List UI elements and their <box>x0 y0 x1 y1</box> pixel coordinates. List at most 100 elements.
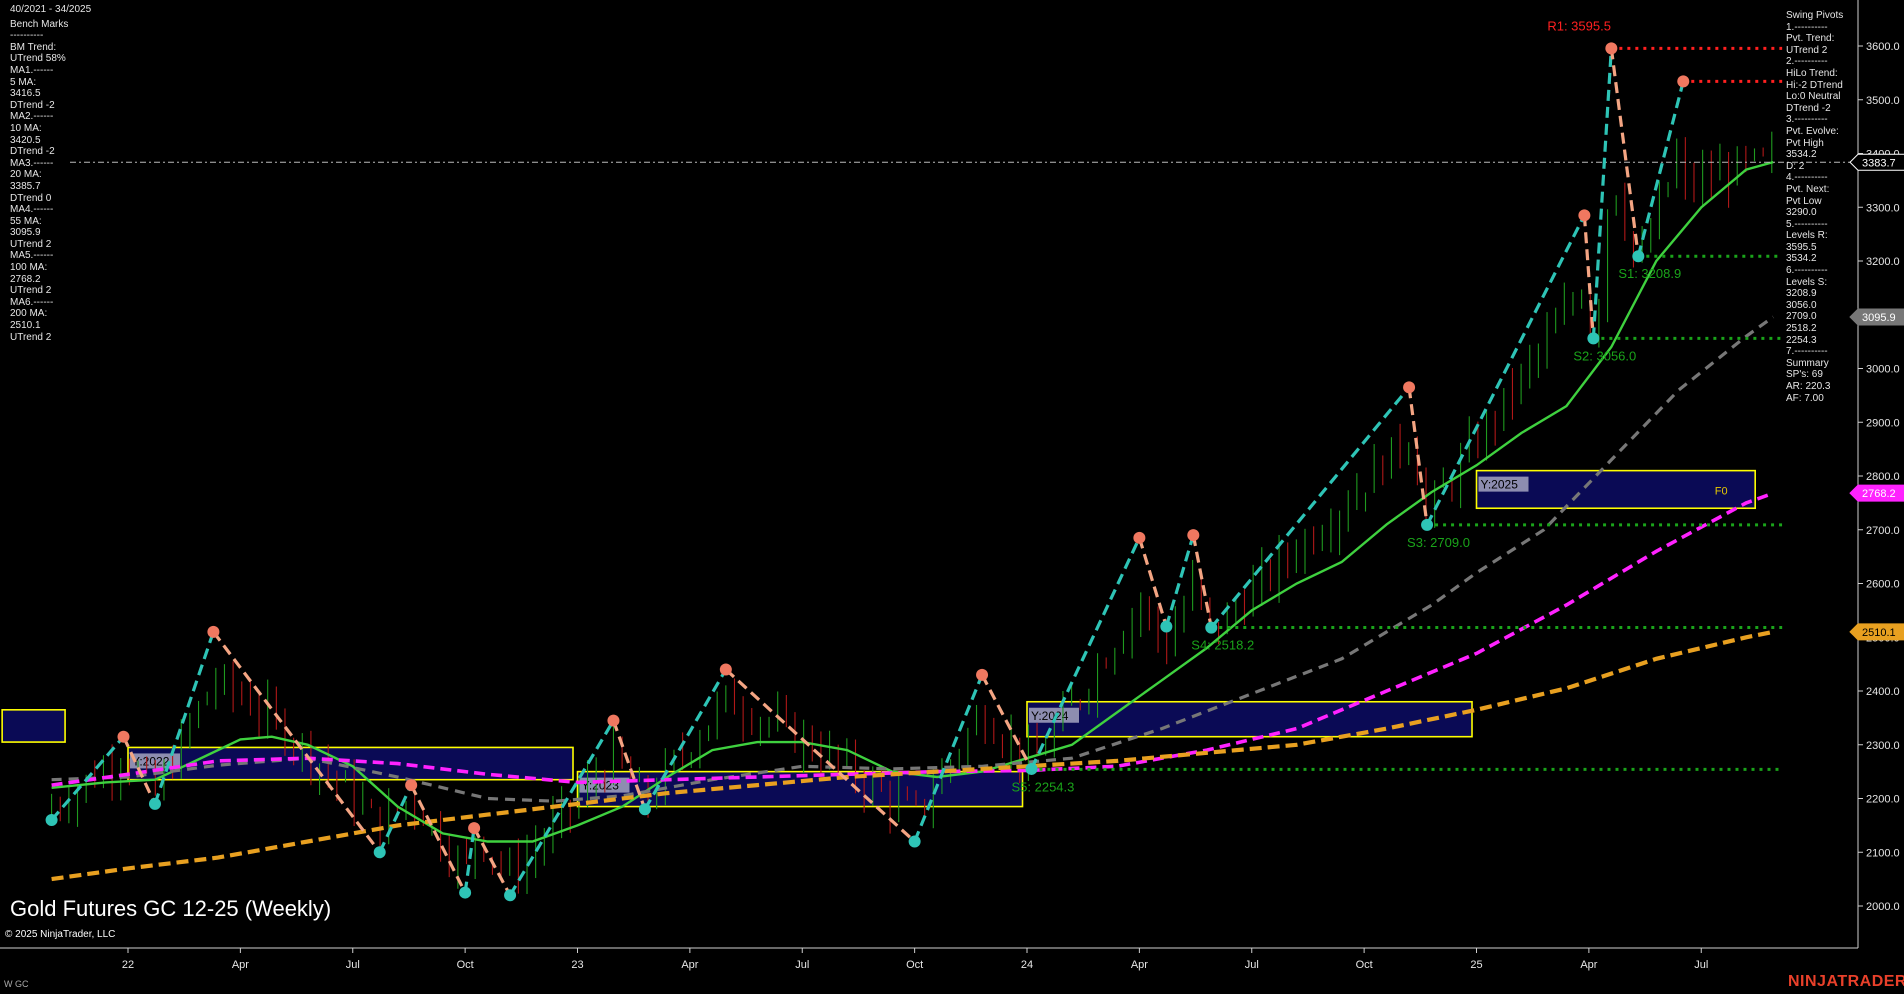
pivot-info-line: Levels S: <box>1786 276 1828 288</box>
benchmark-line: MA6.------ <box>10 296 54 308</box>
benchmark-line: 55 MA: <box>10 215 42 227</box>
year-box <box>127 746 574 781</box>
benchmarks-panel: 40/2021 - 34/2025 Bench Marks ---------- BM… <box>10 4 91 343</box>
downswing-line <box>1582 215 1595 339</box>
resistance-label: R1: 3595.5 <box>1547 18 1611 33</box>
pivot-info-line: 7.---------- <box>1786 346 1828 358</box>
support-label: S5: 2254.3 <box>1011 779 1074 794</box>
upswing-line <box>1425 214 1586 526</box>
pivot-info-line: Swing Pivots <box>1786 10 1844 21</box>
y-tick-label: 2900.0 <box>1866 417 1900 429</box>
x-tick-label: Oct <box>906 959 923 971</box>
pivot-low-marker <box>638 803 651 816</box>
pivot-info-line: 2518.2 <box>1786 323 1817 335</box>
benchmark-line: UTrend 2 <box>10 285 52 297</box>
ma-line-100-ma <box>51 491 1774 787</box>
pivot-high-marker <box>468 822 481 835</box>
pivot-high-marker <box>405 779 418 792</box>
price-tag <box>1849 623 1904 641</box>
upswing-line <box>463 827 476 893</box>
benchmark-line: UTrend 2 <box>10 331 52 343</box>
swing-pivot-lines <box>45 42 1690 902</box>
x-tick-label: 23 <box>571 959 583 971</box>
pivot-info-line: Summary <box>1786 357 1829 369</box>
x-tick-label: Apr <box>1131 959 1148 971</box>
price-tag <box>1849 153 1904 171</box>
pivot-info-line: 2254.3 <box>1786 334 1817 346</box>
pivot-info-line: 2709.0 <box>1786 311 1817 323</box>
benchmark-line: MA2.------ <box>10 111 54 123</box>
support-label: S1: 3208.9 <box>1618 266 1681 281</box>
downswing-line <box>1609 48 1640 257</box>
benchmark-line: UTrend 58% <box>10 53 66 65</box>
y-tick-label: 2300.0 <box>1866 740 1900 752</box>
downswing-line <box>611 720 647 810</box>
pivot-low-marker <box>1025 762 1038 775</box>
swing-pivots-panel: Swing Pivots 1.---------- Pvt. Trend: UTren… <box>1786 10 1843 404</box>
pivot-info-line: Levels R: <box>1786 230 1828 242</box>
support-resistance-levels: R1: 3595.5 S1: 3208.9 S2: 3056.0 S3: 2709.0… <box>70 18 1858 794</box>
x-tick-label: Apr <box>232 959 249 971</box>
pivot-low-marker <box>45 814 58 826</box>
upswing-line <box>643 668 728 811</box>
benchmark-line: 10 MA: <box>10 122 42 134</box>
pivot-info-line: Pvt High <box>1786 137 1824 149</box>
price-tag-label: 2768.2 <box>1862 488 1896 500</box>
upswing-line <box>378 784 413 853</box>
year-label-bg <box>1029 707 1079 723</box>
pivot-low-marker <box>1587 332 1600 345</box>
price-bars <box>51 131 1773 894</box>
benchmark-line: Bench Marks <box>10 18 69 30</box>
x-tick-label: 25 <box>1470 959 1482 971</box>
y-tick-label: 2600.0 <box>1866 579 1900 591</box>
brand-logo: NINJATRADER <box>1788 973 1904 990</box>
pivot-high-marker <box>1605 42 1618 55</box>
pivot-low-marker <box>504 889 517 902</box>
upswing-line <box>1636 80 1685 257</box>
pivot-info-line: DTrend -2 <box>1786 102 1831 114</box>
pivot-info-line: Hi:-2 DTrend <box>1786 79 1843 91</box>
benchmark-line: 20 MA: <box>10 169 42 181</box>
pivot-info-line: 3534.2 <box>1786 149 1817 161</box>
pivot-high-marker <box>1187 529 1200 542</box>
y-tick-label: 3500.0 <box>1866 95 1900 107</box>
benchmark-line: DTrend -2 <box>10 146 55 158</box>
benchmark-line: 2768.2 <box>10 273 41 285</box>
pivot-high-marker <box>1133 531 1146 544</box>
pivot-low-marker <box>1632 250 1645 263</box>
pivot-high-marker <box>1403 381 1416 394</box>
pivot-low-marker <box>1421 518 1434 531</box>
x-tick-label: Jul <box>1245 959 1259 971</box>
moving-averages <box>51 160 1775 882</box>
benchmark-line: MA4.------ <box>10 204 54 216</box>
y-tick-label: 2100.0 <box>1866 847 1900 859</box>
pivot-high-marker <box>207 625 220 638</box>
pivot-info-line: AR: 220.3 <box>1786 381 1831 392</box>
date-range: 40/2021 - 34/2025 <box>10 4 92 15</box>
downswing-line <box>472 827 512 897</box>
pivot-high-marker <box>607 714 620 727</box>
benchmark-line: 2510.1 <box>10 320 41 332</box>
downswing-line <box>1407 387 1429 526</box>
year-label: Y:2022 <box>132 754 170 768</box>
pivot-info-line: Pvt. Evolve: <box>1786 125 1839 137</box>
price-tag-label: 3383.7 <box>1862 157 1896 169</box>
upswing-line <box>1164 534 1195 627</box>
year-label: Y:2025 <box>1481 478 1519 492</box>
price-tag-label: 2510.1 <box>1862 627 1896 639</box>
pivot-low-marker <box>1205 621 1218 634</box>
pivot-info-line: 5.---------- <box>1786 218 1828 230</box>
copyright: © 2025 NinjaTrader, LLC <box>5 929 116 940</box>
x-tick-label: Apr <box>1580 959 1597 971</box>
downswing-line <box>980 674 1033 770</box>
price-tag <box>1849 484 1904 502</box>
pivot-low-marker <box>459 886 472 899</box>
pivot-info-line: 3.---------- <box>1786 114 1828 126</box>
pivot-info-line: 1.---------- <box>1786 21 1828 33</box>
pivot-info-line: 3056.0 <box>1786 299 1817 311</box>
price-tags: 3383.7 3095.9 2768.2 2510.1 <box>1849 153 1904 641</box>
price-tag <box>1849 308 1904 326</box>
x-tick-label: Oct <box>457 959 474 971</box>
pivot-info-line: Lo:0 Neutral <box>1786 91 1841 103</box>
